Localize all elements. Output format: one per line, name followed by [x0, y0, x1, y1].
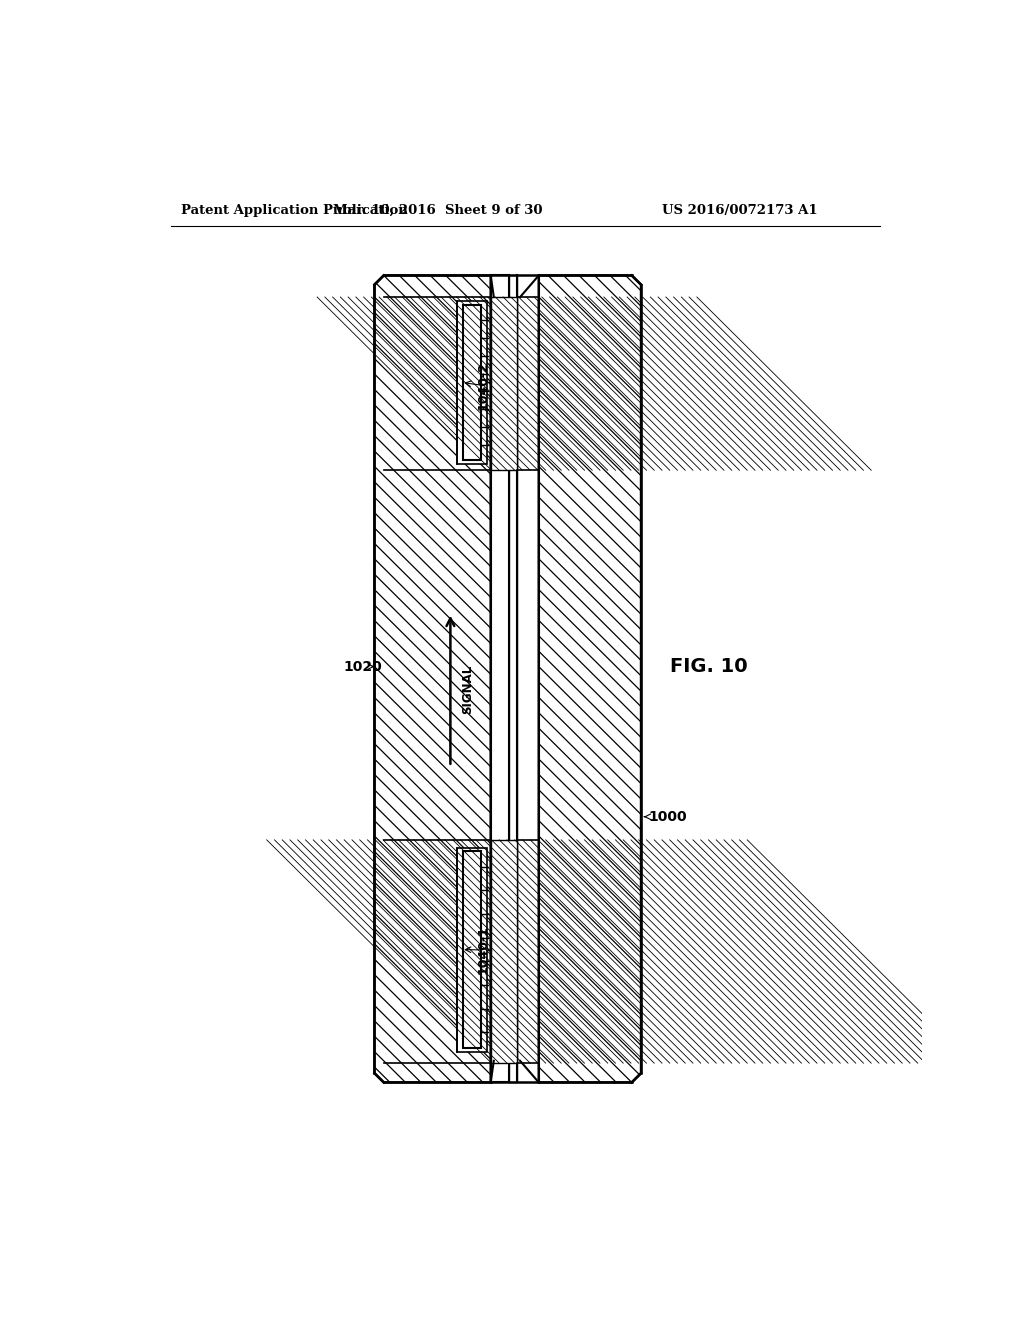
Text: FIG. 10: FIG. 10 [671, 657, 749, 676]
Bar [509, 276, 517, 1082]
Polygon shape [375, 276, 490, 1082]
Polygon shape [539, 276, 641, 1082]
Polygon shape [375, 276, 490, 1082]
Bar [492, 297, 517, 470]
Bar [492, 840, 517, 1063]
Bar [457, 301, 486, 465]
Text: 1020: 1020 [343, 660, 382, 673]
Bar [463, 851, 480, 1048]
Text: 1040-2: 1040-2 [476, 362, 489, 411]
Polygon shape [539, 276, 641, 1082]
Bar [492, 297, 517, 470]
Text: Patent Application Publication: Patent Application Publication [180, 205, 408, 218]
Text: Mar. 10, 2016  Sheet 9 of 30: Mar. 10, 2016 Sheet 9 of 30 [333, 205, 543, 218]
Text: 1040-1: 1040-1 [476, 925, 489, 974]
Text: SIGNAL: SIGNAL [461, 665, 474, 714]
Text: 1000: 1000 [649, 809, 687, 824]
Bar [490, 276, 509, 1082]
Bar [492, 840, 517, 1063]
Bar [457, 847, 486, 1052]
Text: US 2016/0072173 A1: US 2016/0072173 A1 [663, 205, 818, 218]
Bar [463, 305, 480, 461]
